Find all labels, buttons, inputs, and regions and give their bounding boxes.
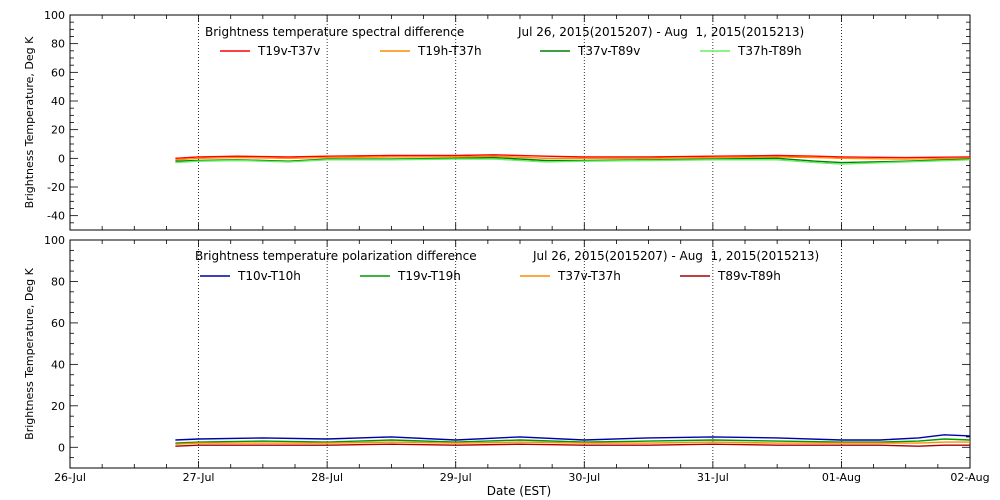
- y-tick-label: 60: [51, 66, 65, 79]
- y-axis-label: Brightness Temperature, Deg K: [23, 36, 36, 208]
- spectral-difference-panel: -40 -20 0 20 40 60 80 100 Brightness Temperature…: [23, 9, 971, 231]
- plot-frame: [69, 239, 971, 469]
- series-line: [175, 154, 971, 159]
- series-line: [175, 158, 971, 165]
- x-tick-label: 01-Aug: [822, 471, 861, 484]
- polarization-difference-panel: 0 20 40 60 80 100 Brightness Temperature, Deg …: [23, 234, 990, 484]
- y-tick-label: 40: [51, 358, 65, 371]
- series-line: [175, 155, 971, 161]
- y-tick-label: 80: [51, 275, 65, 288]
- x-tick-label: 26-Jul: [54, 471, 86, 484]
- y-tick-label: 20: [51, 124, 65, 137]
- y-tick-label: -20: [47, 181, 65, 194]
- x-tick-label: 27-Jul: [183, 471, 215, 484]
- y-tick-label: -40: [47, 210, 65, 223]
- legend-label: T89v-T89h: [717, 269, 781, 283]
- y-tick-label: 80: [51, 38, 65, 51]
- x-axis-label: Date (EST): [487, 484, 551, 498]
- legend-label: T37v-T89v: [577, 44, 640, 58]
- y-tick-label: 0: [58, 441, 65, 454]
- legend-label: T37h-T89h: [737, 44, 802, 58]
- y-tick-label: 40: [51, 95, 65, 108]
- x-tick-label: 28-Jul: [311, 471, 343, 484]
- panel-date-range: Jul 26, 2015(2015207) - Aug 1, 2015(2015…: [532, 249, 819, 263]
- x-tick-label: 31-Jul: [697, 471, 729, 484]
- plot-frame: [69, 14, 971, 231]
- y-tick-label: 60: [51, 317, 65, 330]
- series-line: [175, 438, 971, 444]
- x-tick-label: 02-Aug: [950, 471, 989, 484]
- y-tick-label: 20: [51, 400, 65, 413]
- panel-date-range: Jul 26, 2015(2015207) - Aug 1, 2015(2015…: [517, 25, 804, 39]
- legend-label: T19v-T37v: [257, 44, 320, 58]
- panel-title: Brightness temperature polarization diff…: [195, 249, 477, 263]
- panel-title: Brightness temperature spectral differen…: [205, 25, 464, 39]
- y-tick-label: 100: [44, 9, 65, 22]
- series-line: [175, 441, 970, 445]
- legend-label: T19v-T19h: [397, 269, 461, 283]
- legend-label: T37v-T37h: [557, 269, 621, 283]
- legend-label: T10v-T10h: [237, 269, 301, 283]
- y-axis-label: Brightness Temperature, Deg K: [23, 267, 36, 439]
- x-tick-label: 30-Jul: [568, 471, 600, 484]
- y-tick-label: 100: [44, 234, 65, 247]
- x-tick-label: 29-Jul: [440, 471, 472, 484]
- series-line: [175, 434, 971, 441]
- y-tick-label: 0: [58, 152, 65, 165]
- legend-label: T19h-T37h: [417, 44, 482, 58]
- series-line: [175, 443, 970, 447]
